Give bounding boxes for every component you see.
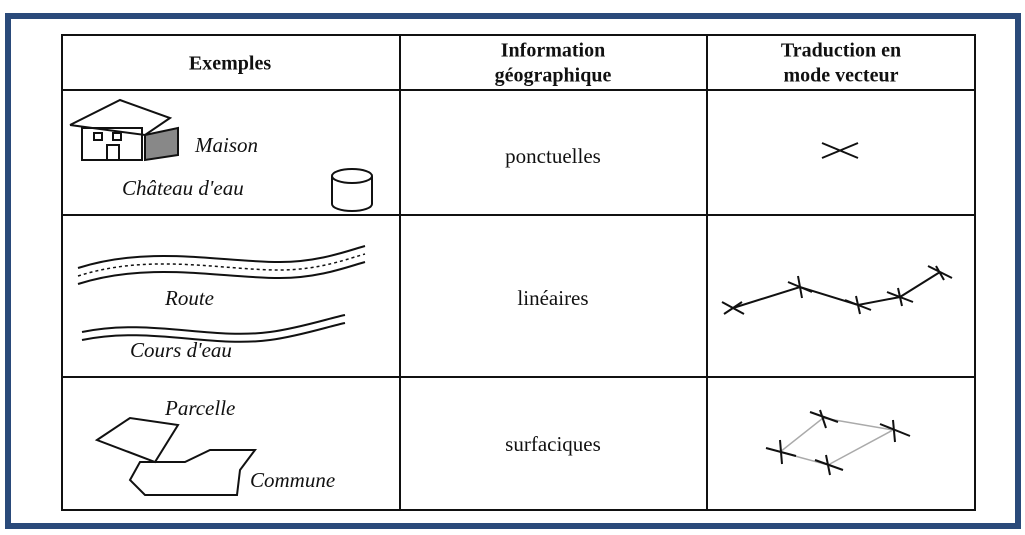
example-label: Château d'eau [122,176,244,200]
header: Exemples [189,53,271,75]
example-label: Parcelle [164,396,235,420]
table-grid [61,34,976,511]
example-label: Commune [250,468,335,492]
polygon-vector [765,409,911,476]
tower-icon [331,168,373,212]
example-label: Maison [194,133,258,157]
parcel-icon [94,416,257,496]
header: Information [501,40,605,62]
info-label: linéaires [517,286,588,310]
info-label: surfaciques [505,432,601,456]
info-label: ponctuelles [505,144,601,168]
header: mode vecteur [784,65,899,87]
header: géographique [495,65,612,87]
example-label: Cours d'eau [130,338,232,362]
header: Traduction en [781,40,901,62]
frame [5,13,1021,529]
example-label: Route [164,286,214,310]
house-icon [69,98,179,162]
point-cross [821,142,859,159]
line-vector [721,265,953,315]
road-icon [77,245,366,343]
